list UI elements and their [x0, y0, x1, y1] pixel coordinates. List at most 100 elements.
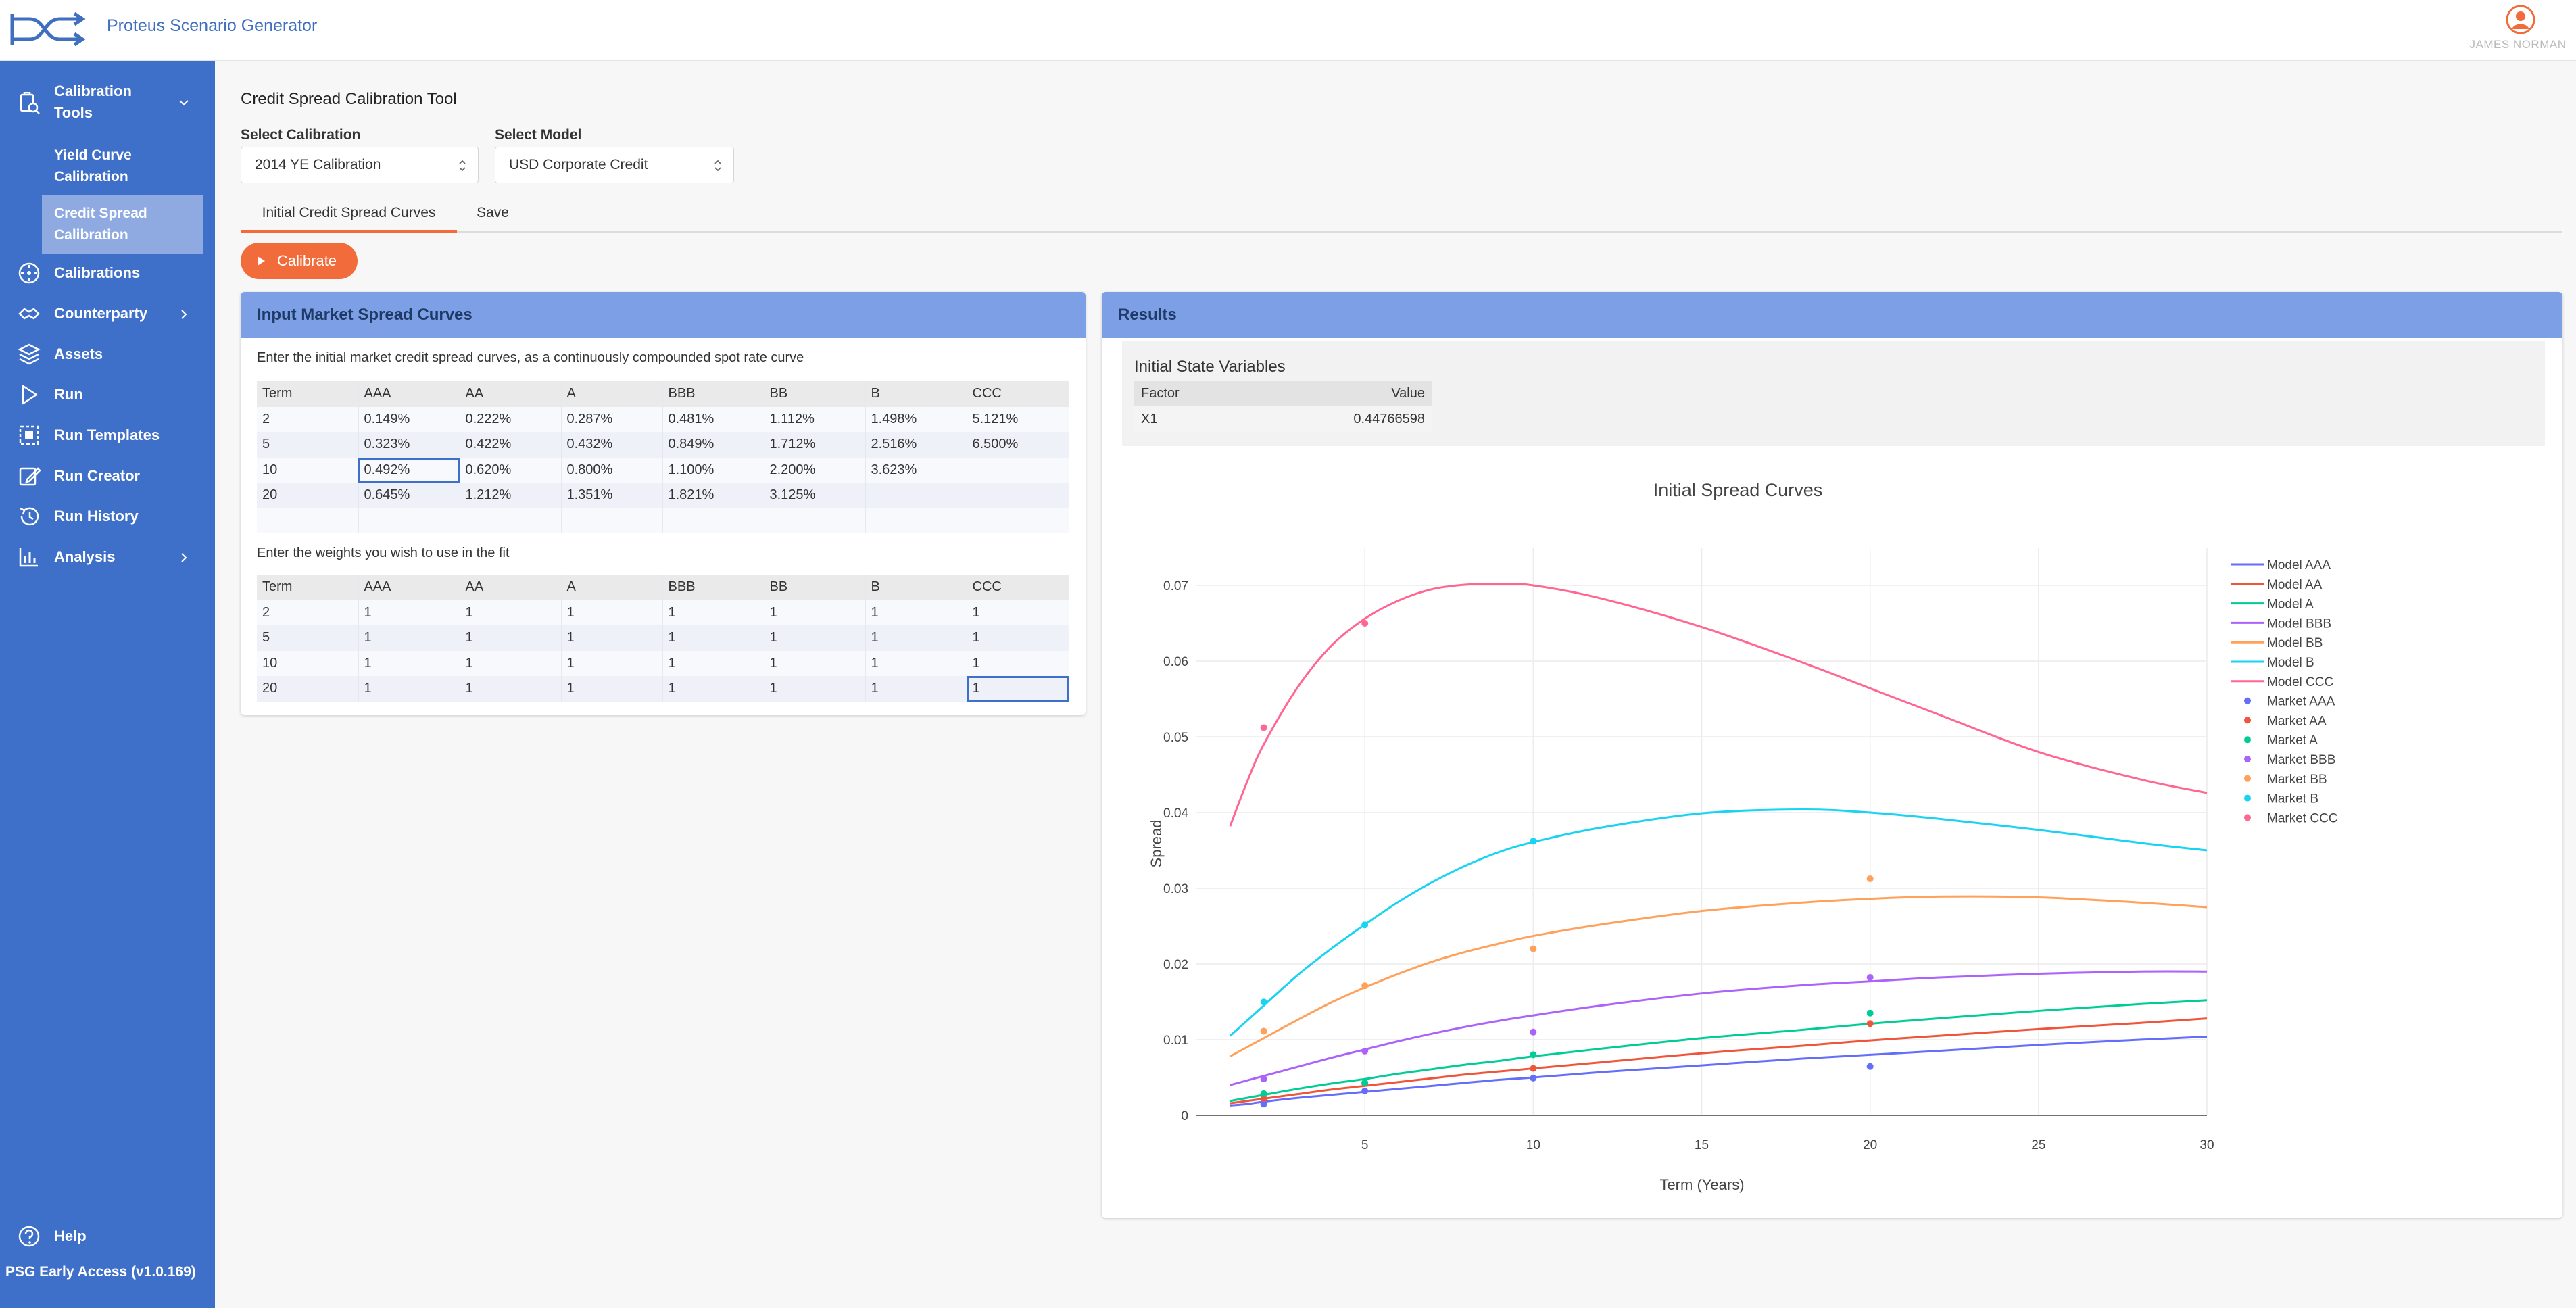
- spread-cell[interactable]: 2.200%: [764, 457, 866, 483]
- weight-cell[interactable]: 1: [764, 625, 866, 651]
- weight-cell[interactable]: 1: [561, 676, 663, 702]
- sidebar-item-assets[interactable]: Assets: [0, 339, 215, 370]
- sidebar-item-analysis[interactable]: Analysis: [0, 541, 215, 573]
- spread-cell[interactable]: [967, 508, 1069, 533]
- chevron-right-icon[interactable]: [177, 551, 191, 564]
- weight-cell[interactable]: 1: [460, 625, 562, 651]
- weight-cell[interactable]: 1: [764, 650, 866, 676]
- spread-cell[interactable]: [561, 508, 663, 533]
- weight-cell[interactable]: 1: [967, 676, 1069, 702]
- spread-cell[interactable]: 0.492%: [358, 457, 460, 483]
- weight-cell[interactable]: 1: [662, 676, 764, 702]
- sidebar-item-label: Calibration: [54, 82, 132, 99]
- sidebar-subitem-yield-curve-calibration[interactable]: Yield Curve Calibration: [42, 137, 203, 196]
- spread-cell[interactable]: 1.212%: [460, 483, 562, 508]
- weight-column-header: Term: [257, 575, 359, 600]
- counterparty-icon: [18, 308, 40, 320]
- weight-cell[interactable]: 1: [764, 600, 866, 625]
- sidebar-item-counterparty[interactable]: Counterparty: [0, 298, 215, 329]
- spread-cell[interactable]: 1.351%: [561, 483, 663, 508]
- calibrate-button[interactable]: Calibrate: [241, 243, 358, 279]
- spread-cell[interactable]: 0.481%: [662, 406, 764, 432]
- spread-cell[interactable]: 0.620%: [460, 457, 562, 483]
- spread-cell[interactable]: 1.821%: [662, 483, 764, 508]
- sidebar-item-help[interactable]: Help: [0, 1221, 215, 1252]
- chevron-down-icon[interactable]: [177, 96, 191, 110]
- spread-cell[interactable]: 0.645%: [358, 483, 460, 508]
- select-model-label: Select Model: [495, 127, 582, 143]
- weight-cell[interactable]: 1: [764, 676, 866, 702]
- weight-cell[interactable]: 1: [865, 625, 967, 651]
- spread-column-header: AA: [460, 381, 562, 407]
- spread-term-cell: 20: [257, 483, 359, 508]
- results-panel-title: Results: [1102, 292, 2562, 338]
- spread-cell[interactable]: [865, 508, 967, 533]
- state-col-factor: Factor: [1134, 381, 1283, 406]
- weight-column-header: CCC: [967, 575, 1069, 600]
- spread-cell[interactable]: [865, 483, 967, 508]
- spread-cell[interactable]: 3.125%: [764, 483, 866, 508]
- spread-cell[interactable]: 0.287%: [561, 406, 663, 432]
- spread-cell[interactable]: [460, 508, 562, 533]
- weight-cell[interactable]: 1: [662, 625, 764, 651]
- weight-cell[interactable]: 1: [460, 650, 562, 676]
- tab-initial-credit-spread-curves[interactable]: Initial Credit Spread Curves: [241, 196, 457, 233]
- assets-icon: [18, 343, 41, 365]
- spread-cell[interactable]: 5.121%: [967, 406, 1069, 432]
- spread-cell[interactable]: [358, 508, 460, 533]
- spread-cell[interactable]: 0.422%: [460, 432, 562, 458]
- weight-cell[interactable]: 1: [561, 600, 663, 625]
- weight-cell[interactable]: 1: [561, 650, 663, 676]
- chevron-right-icon[interactable]: [177, 308, 191, 321]
- weight-cell[interactable]: 1: [358, 676, 460, 702]
- spread-cell[interactable]: 3.623%: [865, 457, 967, 483]
- select-model-value: USD Corporate Credit: [509, 157, 648, 172]
- sidebar-item-calibration-tools[interactable]: Calibration Tools: [0, 80, 215, 127]
- select-calibration-dropdown[interactable]: 2014 YE Calibration: [241, 147, 479, 183]
- sidebar-item-run-creator[interactable]: Run Creator: [0, 460, 215, 491]
- weight-cell[interactable]: 1: [865, 600, 967, 625]
- weight-cell[interactable]: 1: [865, 650, 967, 676]
- sidebar-item-run-history[interactable]: Run History: [0, 501, 215, 532]
- weight-cell[interactable]: 1: [358, 600, 460, 625]
- spread-cell[interactable]: [662, 508, 764, 533]
- run-icon: [22, 385, 38, 405]
- weight-cell[interactable]: 1: [460, 600, 562, 625]
- spread-row: 20 0.645% 1.212% 1.351% 1.821% 3.125%: [257, 483, 1069, 508]
- sidebar-subitem-credit-spread-calibration[interactable]: Credit Spread Calibration: [42, 195, 203, 254]
- proteus-logo-icon[interactable]: [9, 5, 89, 53]
- select-model-dropdown[interactable]: USD Corporate Credit: [495, 147, 734, 183]
- weight-cell[interactable]: 1: [967, 600, 1069, 625]
- spread-cell[interactable]: [967, 457, 1069, 483]
- spread-cell[interactable]: 2.516%: [865, 432, 967, 458]
- weight-cell[interactable]: 1: [662, 600, 764, 625]
- weight-cell[interactable]: 1: [460, 676, 562, 702]
- user-avatar-icon[interactable]: [2505, 4, 2536, 35]
- weight-cell[interactable]: 1: [358, 650, 460, 676]
- spread-cell[interactable]: 0.800%: [561, 457, 663, 483]
- spread-cell[interactable]: 1.100%: [662, 457, 764, 483]
- spread-row: 2 0.149% 0.222% 0.287% 0.481% 1.112% 1.498% 5.1…: [257, 406, 1069, 432]
- weight-cell[interactable]: 1: [358, 625, 460, 651]
- weight-cell[interactable]: 1: [967, 650, 1069, 676]
- weight-cell[interactable]: 1: [561, 625, 663, 651]
- spread-cell[interactable]: 0.432%: [561, 432, 663, 458]
- spread-cell[interactable]: 0.323%: [358, 432, 460, 458]
- spread-cell[interactable]: [967, 483, 1069, 508]
- sidebar-item-run-templates[interactable]: Run Templates: [0, 420, 215, 451]
- tab-save[interactable]: Save: [477, 205, 509, 220]
- spread-cell[interactable]: 1.712%: [764, 432, 866, 458]
- spread-cell[interactable]: 1.112%: [764, 406, 866, 432]
- spread-cell[interactable]: 1.498%: [865, 406, 967, 432]
- weight-cell[interactable]: 1: [865, 676, 967, 702]
- spread-column-header: Term: [257, 381, 359, 407]
- sidebar-item-calibrations[interactable]: Calibrations: [0, 258, 215, 289]
- spread-cell[interactable]: 0.149%: [358, 406, 460, 432]
- spread-cell[interactable]: 6.500%: [967, 432, 1069, 458]
- spread-cell[interactable]: 0.222%: [460, 406, 562, 432]
- sidebar-item-run[interactable]: Run: [0, 379, 215, 410]
- spread-cell[interactable]: 0.849%: [662, 432, 764, 458]
- weight-cell[interactable]: 1: [967, 625, 1069, 651]
- weight-cell[interactable]: 1: [662, 650, 764, 676]
- spread-cell[interactable]: [764, 508, 866, 533]
